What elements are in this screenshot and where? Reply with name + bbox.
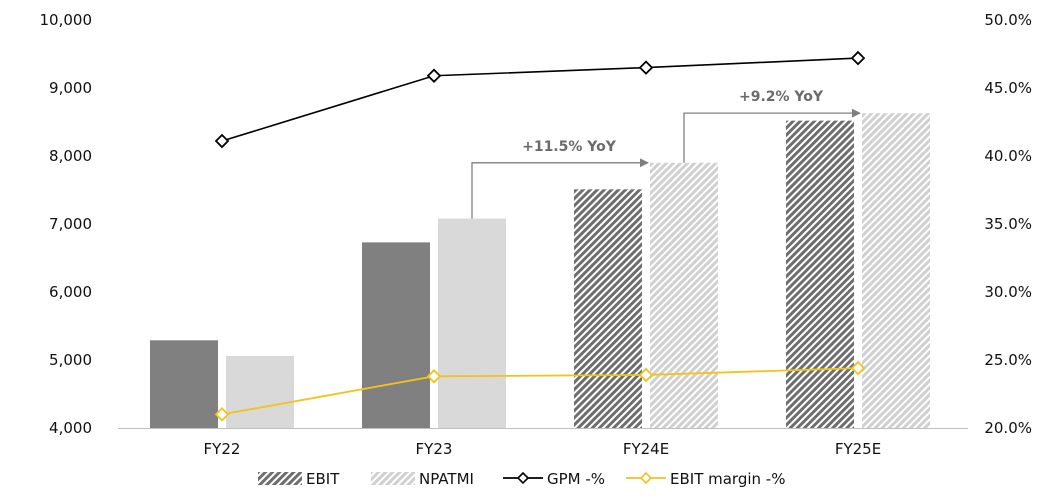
y-left-tick-label: 4,000 (49, 419, 92, 437)
legend-item-npatmi: NPATMI (371, 470, 474, 488)
point-gpm-fy25e (850, 50, 866, 66)
point-gpm-fy24e (638, 60, 654, 75)
y-left-tick-label: 8,000 (49, 147, 92, 165)
legend-label-ebit: EBIT (306, 470, 340, 488)
annotations-layer: +11.5% YoY +9.2% YoY (471, 89, 861, 219)
legend-item-ebit: EBIT (258, 470, 340, 488)
x-tick-label-fy25e: FY25E (835, 440, 881, 458)
bar-npatmi-fy22 (226, 355, 294, 428)
y-right-tick-label: 30.0% (984, 283, 1032, 301)
bar-ebit-fy22 (150, 340, 218, 428)
legend-marker-gpm (516, 471, 530, 485)
y-right-tick-label: 50.0% (984, 11, 1032, 29)
legend-item-gpm: GPM -% (503, 470, 605, 488)
y-left-tick-label: 6,000 (49, 283, 92, 301)
bar-npatmi-fy25e (862, 113, 930, 428)
y-right-tick-label: 45.0% (984, 79, 1032, 97)
y-left-tick-label: 10,000 (40, 11, 93, 29)
point-gpm-fy23 (426, 68, 442, 84)
legend: EBIT NPATMI GPM -% EBIT margin -% (258, 470, 785, 488)
point-ebit-margin-fy24e (638, 367, 654, 383)
line-ebit-margin (221, 367, 859, 416)
bar-ebit-fy24e (574, 189, 642, 428)
annotation-label-2: +9.2% YoY (739, 89, 824, 105)
y-right-tick-label: 35.0% (984, 215, 1032, 233)
legend-label-npatmi: NPATMI (419, 470, 474, 488)
y-left-tick-label: 9,000 (49, 79, 92, 97)
legend-label-ebit-margin: EBIT margin -% (670, 470, 785, 488)
annotation-arrow-1 (471, 158, 649, 219)
y-right-tick-label: 20.0% (984, 419, 1032, 437)
legend-swatch-npatmi (371, 472, 415, 485)
x-tick-label-fy22: FY22 (204, 440, 241, 458)
bars-layer (150, 113, 930, 429)
line-gpm (221, 57, 859, 142)
bar-npatmi-fy24e (650, 162, 718, 429)
legend-swatch-ebit (258, 472, 302, 485)
legend-marker-ebit-margin (639, 471, 653, 485)
annotation-label-1: +11.5% YoY (522, 139, 617, 155)
bar-ebit-fy25e (786, 120, 854, 428)
y-left-tick-label: 5,000 (49, 351, 92, 369)
legend-item-ebit-margin: EBIT margin -% (626, 470, 785, 488)
point-gpm-fy22 (214, 133, 230, 149)
y-right-tick-label: 25.0% (984, 351, 1032, 369)
bar-ebit-fy23 (362, 242, 430, 428)
y-right-tick-label: 40.0% (984, 147, 1032, 165)
x-tick-label-fy23: FY23 (416, 440, 453, 458)
y-left-tick-label: 7,000 (49, 215, 92, 233)
annotation-arrow-2 (683, 108, 861, 163)
lines-layer (214, 50, 866, 422)
legend-label-gpm: GPM -% (547, 470, 605, 488)
bar-npatmi-fy23 (438, 218, 506, 428)
point-ebit-margin-fy23 (426, 369, 442, 384)
point-ebit-margin-fy22 (214, 407, 230, 422)
axes-layer: FY22 FY23 FY24E FY25E 4,000 5,000 6,000 7,000 8,… (40, 11, 1033, 458)
point-ebit-margin-fy25e (850, 360, 866, 376)
x-tick-label-fy24e: FY24E (623, 440, 669, 458)
